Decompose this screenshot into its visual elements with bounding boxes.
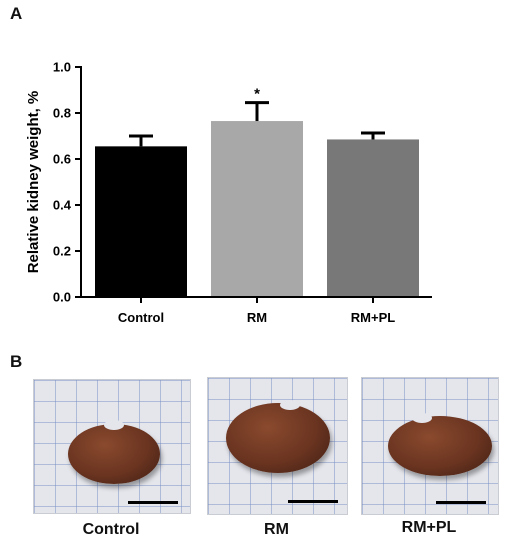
panel-b-letter: B: [10, 352, 23, 371]
y-axis-label: Relative kidney weight, %: [25, 91, 42, 274]
y-tick-label: 0.4: [53, 198, 72, 213]
kidney-control-image: [68, 424, 160, 484]
photo-label-rm-pl: RM+PL: [401, 519, 457, 536]
y-tick-label: 0.8: [53, 106, 71, 121]
bar: [327, 139, 419, 297]
scale-bar: [288, 500, 338, 503]
significance-marker: *: [254, 86, 260, 103]
scale-bar: [436, 501, 486, 504]
y-tick-label: 0.6: [53, 152, 71, 167]
photo-rm-pl: [361, 377, 499, 515]
x-tick-label: Control: [118, 310, 164, 325]
kidney-rm-pl-image: [388, 416, 492, 476]
bar: [211, 121, 303, 297]
kidney-hilum: [412, 413, 432, 423]
kidney-hilum: [280, 400, 300, 410]
photo-rm: [207, 377, 348, 515]
bar-chart: Control * RM RM+PL 0.0 0.2 0.4 0.6 0.8 1.0 Relativ…: [25, 60, 432, 325]
panel-a-letter: A: [10, 4, 23, 23]
scale-bar: [128, 501, 178, 504]
y-tick-label: 1.0: [53, 60, 71, 75]
kidney-rm-image: [226, 403, 330, 473]
x-tick-label: RM: [247, 310, 267, 325]
kidney-hilum: [104, 420, 124, 430]
bar: [95, 146, 187, 297]
y-tick-label: 0.2: [53, 244, 71, 259]
photo-label-rm: RM: [264, 521, 289, 538]
x-tick-label: RM+PL: [351, 310, 395, 325]
photo-control: [33, 379, 191, 514]
y-tick-label: 0.0: [53, 290, 71, 305]
photo-label-control: Control: [82, 521, 140, 538]
